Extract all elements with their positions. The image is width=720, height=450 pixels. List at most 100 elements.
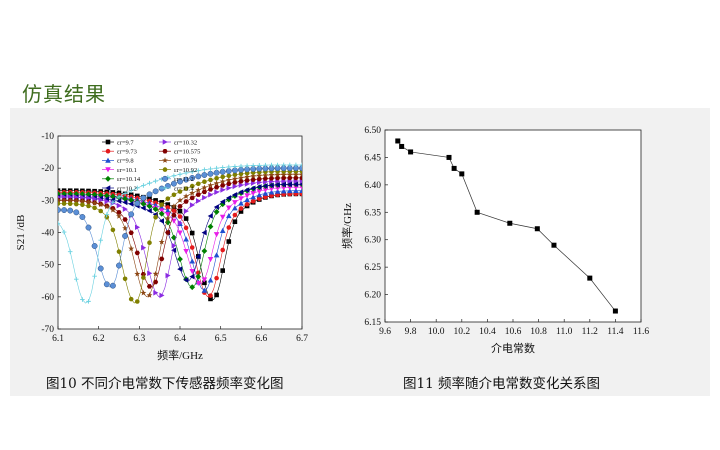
data-point (196, 181, 201, 187)
data-point (226, 173, 232, 179)
data-point (299, 171, 302, 178)
x-tick-label: 6.5 (215, 334, 227, 344)
data-point (244, 173, 251, 180)
frequency-vs-permittivity-chart: 9.6 9.8 10.0 10.2 10.4 10.6 10.8 11.0 11.2 11.4 11… (340, 126, 650, 355)
data-point (183, 176, 190, 183)
x-axis-label: 介电常数 (491, 342, 535, 355)
data-point (128, 296, 134, 302)
data-point (153, 215, 158, 220)
data-point (214, 165, 219, 171)
data-point (232, 183, 238, 190)
data-point (201, 184, 208, 191)
series-11 (58, 162, 302, 304)
data-point (220, 187, 226, 193)
data-point (280, 171, 287, 178)
caption-left: 图10 不同介电常数下传感器频率变化图 (46, 376, 284, 392)
data-point (140, 200, 147, 207)
data-point (146, 207, 152, 214)
data-point (189, 183, 195, 189)
data-point (164, 219, 171, 226)
data-point (61, 229, 67, 235)
data-point (61, 207, 68, 214)
data-point (195, 173, 202, 180)
legend-marker (162, 148, 168, 154)
data-point (171, 234, 177, 241)
data-point (281, 162, 286, 168)
data-point (201, 277, 208, 283)
data-point (177, 208, 183, 214)
data-point (207, 256, 214, 263)
x-tick-label: 6.4 (174, 334, 186, 344)
data-point (171, 208, 177, 214)
data-point (219, 178, 226, 185)
data-point (213, 252, 220, 258)
data-point (128, 230, 134, 235)
y-tick-label: 6.50 (364, 126, 381, 136)
data-point (141, 244, 147, 251)
legend-label: εr=9.8 (117, 158, 134, 165)
data-point (171, 242, 177, 249)
data-point (287, 181, 293, 188)
data-point (219, 214, 226, 220)
legend-label: εr=11.2 (174, 176, 194, 183)
data-point (103, 281, 110, 288)
data-point (135, 299, 140, 304)
data-point (231, 175, 238, 182)
data-point (122, 191, 128, 196)
data-point (612, 308, 618, 314)
data-point (189, 202, 195, 208)
y-tick-label: -20 (41, 164, 54, 174)
y-axis-label: 频率/GHz (340, 203, 354, 249)
legend-label: εr=10.2 (117, 185, 137, 192)
data-point (299, 175, 302, 181)
data-point (275, 162, 280, 168)
legend-label: εr=10.1 (117, 167, 137, 174)
data-point (213, 169, 220, 176)
data-point (238, 196, 244, 202)
data-point (399, 143, 405, 149)
data-point (219, 198, 225, 205)
data-point (220, 183, 226, 188)
data-point (73, 191, 80, 197)
data-point (238, 206, 244, 211)
data-point (165, 230, 171, 235)
data-point (116, 262, 122, 269)
data-point (140, 271, 146, 277)
data-point (61, 197, 68, 203)
y-tick-label: 6.25 (364, 263, 381, 273)
data-point (202, 179, 207, 185)
data-point (80, 202, 85, 208)
data-point (214, 184, 220, 190)
data-point (274, 181, 280, 188)
data-point (189, 258, 195, 264)
data-point (238, 200, 244, 206)
data-point (147, 270, 153, 277)
data-point (208, 177, 213, 183)
data-point (158, 238, 165, 245)
data-point (170, 180, 177, 187)
data-point (250, 190, 256, 196)
data-point (213, 204, 219, 210)
data-point (226, 213, 232, 219)
data-point (183, 186, 189, 191)
data-point (58, 221, 61, 226)
data-point (140, 289, 147, 296)
data-point (207, 277, 214, 283)
data-point (171, 212, 177, 218)
data-point (226, 164, 232, 170)
data-point (86, 299, 91, 304)
data-point (98, 197, 104, 203)
data-point (232, 212, 238, 218)
data-point (244, 193, 250, 199)
y-tick-label: -10 (41, 132, 54, 142)
data-point (220, 165, 225, 170)
data-point (128, 211, 135, 218)
data-point (220, 247, 225, 253)
data-point (196, 168, 201, 173)
data-point (122, 225, 129, 231)
data-point (79, 198, 86, 204)
x-tick-label: 11.6 (633, 327, 650, 337)
data-point (232, 164, 238, 169)
legend-label: εr=10.575 (174, 149, 200, 156)
data-point (183, 216, 189, 221)
